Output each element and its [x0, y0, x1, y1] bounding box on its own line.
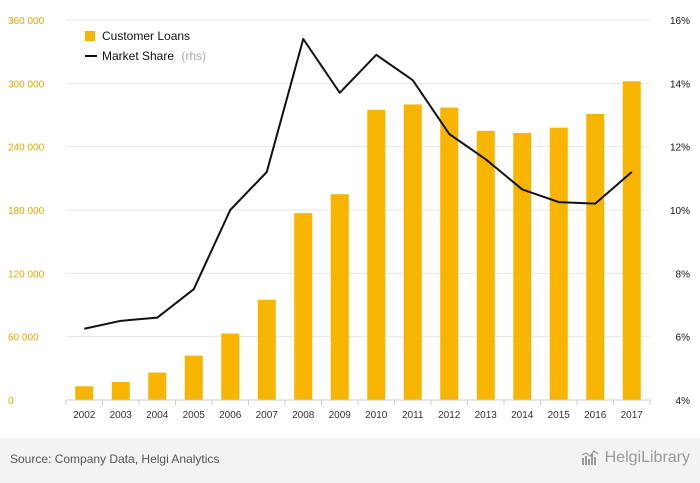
- bar: [513, 132, 532, 400]
- bar: [221, 333, 240, 400]
- x-axis-tick-label: 2007: [256, 410, 279, 421]
- right-axis-tick-label: 12%: [670, 143, 690, 154]
- x-axis-tick-label: 2011: [402, 410, 424, 421]
- bar: [622, 81, 641, 400]
- line-layer: [84, 38, 633, 330]
- left-axis-tick-label: 300 000: [8, 79, 45, 90]
- bar: [586, 113, 605, 400]
- left-axis-tick-label: 240 000: [8, 143, 45, 154]
- bar: [549, 127, 568, 401]
- right-axis-tick-label: 6%: [676, 333, 691, 344]
- x-axis-tick-label: 2008: [292, 410, 315, 421]
- bar: [184, 355, 203, 400]
- left-axis-tick-label: 60 000: [8, 333, 39, 344]
- bar: [330, 194, 349, 400]
- left-axis-tick-label: 120 000: [8, 269, 45, 280]
- bar: [440, 107, 459, 400]
- x-axis-tick-label: 2013: [475, 410, 498, 421]
- x-axis-tick-label: 2010: [365, 410, 388, 421]
- x-axis-tick-label: 2002: [73, 410, 96, 421]
- legend-line-name: Market Share: [102, 49, 174, 63]
- x-axis-tick-label: 2006: [219, 410, 242, 421]
- brand-name: HelgiLibrary: [604, 449, 690, 466]
- x-axis-tick-label: 2009: [329, 410, 352, 421]
- legend-bar-label: Customer Loans: [102, 29, 190, 43]
- legend: Customer Loans Market Share (rhs): [85, 29, 206, 63]
- x-axis-tick-label: 2014: [511, 410, 534, 421]
- axes-layer: 0 60 000 120 000 180 000 240 000 300 000 360 0…: [8, 16, 690, 421]
- brand-logo: HelgiLibrary: [581, 449, 690, 467]
- x-axis-tick-label: 2012: [438, 410, 461, 421]
- left-axis-tick-label: 180 000: [8, 206, 45, 217]
- bar: [111, 382, 130, 400]
- legend-line-label: Market Share (rhs): [102, 49, 206, 63]
- bar: [75, 386, 94, 400]
- right-axis-tick-label: 4%: [676, 396, 691, 407]
- right-axis-tick-label: 10%: [670, 206, 690, 217]
- market-share-line: [84, 38, 633, 330]
- grid-layer: [66, 19, 650, 401]
- x-axis-tick-label: 2015: [548, 410, 571, 421]
- left-axis-tick-label: 360 000: [8, 16, 45, 27]
- bar: [148, 372, 167, 400]
- bars-layer: [75, 81, 641, 401]
- source-text: Source: Company Data, Helgi Analytics: [10, 452, 220, 466]
- x-axis-tick-label: 2003: [110, 410, 133, 421]
- chart-svg: 0 60 000 120 000 180 000 240 000 300 000 360 0…: [8, 16, 690, 421]
- x-axis-tick-label: 2017: [621, 410, 644, 421]
- legend-bar-swatch: [85, 31, 95, 41]
- bar: [476, 130, 495, 401]
- right-axis-tick-label: 14%: [670, 79, 690, 90]
- bar: [294, 213, 313, 400]
- bar: [367, 109, 386, 400]
- right-axis-tick-label: 8%: [676, 269, 691, 280]
- left-axis-tick-label: 0: [8, 396, 14, 407]
- bar: [403, 104, 422, 400]
- right-axis-tick-label: 16%: [670, 16, 690, 27]
- brand-chart-icon: [581, 450, 598, 465]
- bar: [257, 299, 276, 400]
- legend-line-suffix: (rhs): [181, 49, 206, 63]
- x-axis-tick-label: 2004: [146, 410, 169, 421]
- x-axis-tick-label: 2016: [584, 410, 607, 421]
- x-axis-tick-label: 2005: [183, 410, 206, 421]
